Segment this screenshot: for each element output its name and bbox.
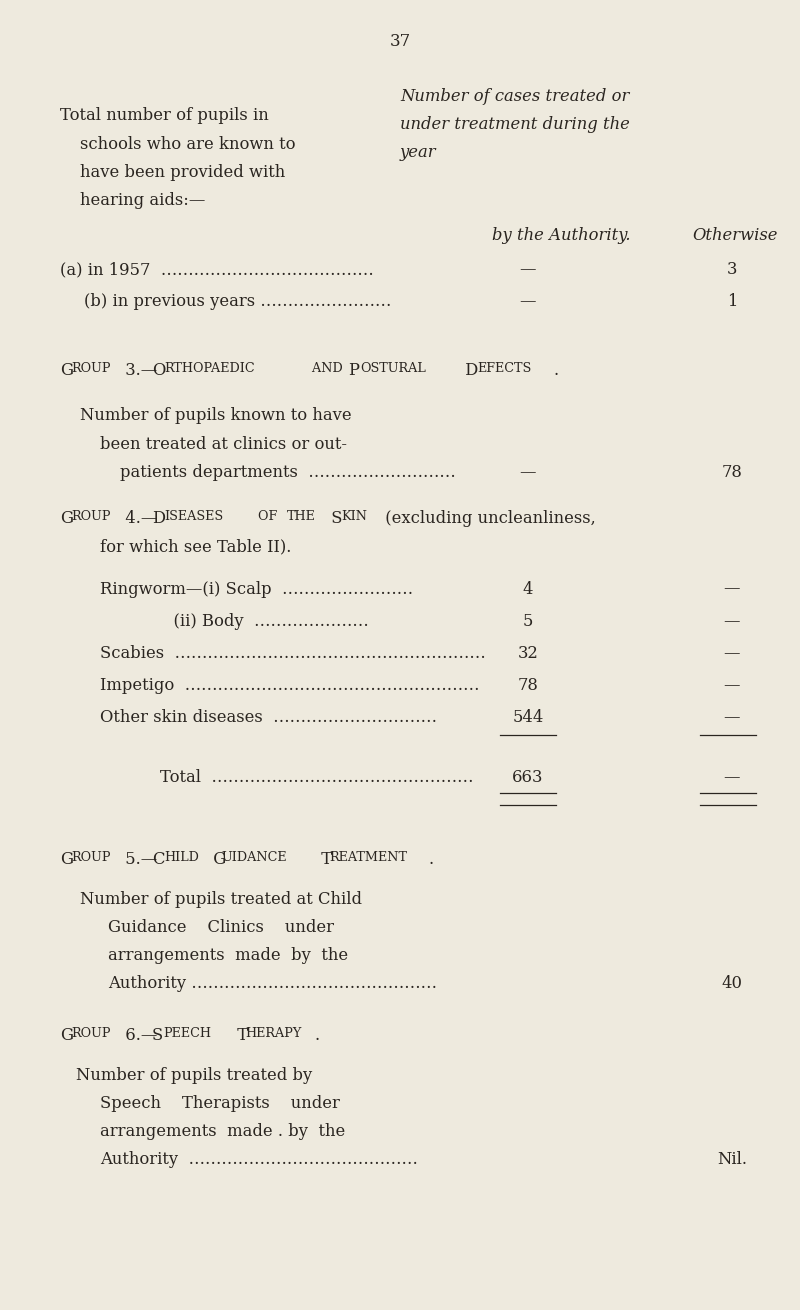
Text: 6.—: 6.— xyxy=(120,1027,158,1044)
Text: O: O xyxy=(152,362,166,379)
Text: 40: 40 xyxy=(722,975,742,992)
Text: ROUP: ROUP xyxy=(71,1027,110,1040)
Text: 3: 3 xyxy=(727,261,737,278)
Text: 663: 663 xyxy=(512,769,544,786)
Text: for which see Table II).: for which see Table II). xyxy=(100,538,291,555)
Text: Number of pupils treated at Child: Number of pupils treated at Child xyxy=(80,891,362,908)
Text: patients departments  ………………………: patients departments ……………………… xyxy=(120,464,456,481)
Text: C: C xyxy=(152,852,165,869)
Text: —: — xyxy=(724,645,740,662)
Text: T: T xyxy=(316,852,332,869)
Text: Nil.: Nil. xyxy=(717,1151,747,1169)
Text: 544: 544 xyxy=(512,709,544,726)
Text: D: D xyxy=(460,362,478,379)
Text: Total number of pupils in: Total number of pupils in xyxy=(60,107,269,124)
Text: S: S xyxy=(326,510,343,527)
Text: Impetigo  ………………………………………………: Impetigo ……………………………………………… xyxy=(100,677,479,694)
Text: hearing aids:—: hearing aids:— xyxy=(80,191,206,208)
Text: P: P xyxy=(348,362,359,379)
Text: Guidance    Clinics    under: Guidance Clinics under xyxy=(108,920,334,935)
Text: Authority  ……………………………………: Authority …………………………………… xyxy=(100,1151,418,1169)
Text: Other skin diseases  …………………………: Other skin diseases ………………………… xyxy=(100,709,437,726)
Text: G: G xyxy=(208,852,226,869)
Text: under treatment during the: under treatment during the xyxy=(400,117,630,132)
Text: Total  …………………………………………: Total ………………………………………… xyxy=(160,769,474,786)
Text: ISEASES: ISEASES xyxy=(165,510,224,523)
Text: —: — xyxy=(520,293,536,310)
Text: Number of pupils known to have: Number of pupils known to have xyxy=(80,407,352,424)
Text: (excluding uncleanliness,: (excluding uncleanliness, xyxy=(380,510,596,527)
Text: —: — xyxy=(724,769,740,786)
Text: —: — xyxy=(724,580,740,597)
Text: .: . xyxy=(314,1027,319,1044)
Text: have been provided with: have been provided with xyxy=(80,164,286,181)
Text: S: S xyxy=(152,1027,163,1044)
Text: 1: 1 xyxy=(727,293,737,310)
Text: KIN: KIN xyxy=(342,510,367,523)
Text: arrangements  made  by  the: arrangements made by the xyxy=(108,947,348,964)
Text: 32: 32 xyxy=(518,645,538,662)
Text: (ii) Body  …………………: (ii) Body ………………… xyxy=(100,613,369,630)
Text: 78: 78 xyxy=(722,464,742,481)
Text: 5: 5 xyxy=(523,613,533,630)
Text: Ringworm—(i) Scalp  ……………………: Ringworm—(i) Scalp …………………… xyxy=(100,580,413,597)
Text: 5.—: 5.— xyxy=(120,852,158,869)
Text: 4.—: 4.— xyxy=(120,510,158,527)
Text: been treated at clinics or out-: been treated at clinics or out- xyxy=(100,435,347,452)
Text: (b) in previous years ……………………: (b) in previous years …………………… xyxy=(84,293,391,310)
Text: ROUP: ROUP xyxy=(71,510,110,523)
Text: Number of pupils treated by: Number of pupils treated by xyxy=(76,1066,312,1083)
Text: —: — xyxy=(724,613,740,630)
Text: G: G xyxy=(60,362,73,379)
Text: D: D xyxy=(152,510,165,527)
Text: THE: THE xyxy=(286,510,315,523)
Text: by the Authority.: by the Authority. xyxy=(492,227,630,244)
Text: .: . xyxy=(428,852,433,869)
Text: HERAPY: HERAPY xyxy=(246,1027,302,1040)
Text: arrangements  made . by  the: arrangements made . by the xyxy=(100,1123,346,1140)
Text: REATMENT: REATMENT xyxy=(330,852,408,865)
Text: year: year xyxy=(400,144,437,161)
Text: 4: 4 xyxy=(522,580,534,597)
Text: —: — xyxy=(724,677,740,694)
Text: schools who are known to: schools who are known to xyxy=(80,135,295,152)
Text: Otherwise: Otherwise xyxy=(692,227,778,244)
Text: Scabies  …………………………………………………: Scabies ………………………………………………… xyxy=(100,645,486,662)
Text: ROUP: ROUP xyxy=(71,852,110,865)
Text: Number of cases treated or: Number of cases treated or xyxy=(400,88,630,105)
Text: Speech    Therapists    under: Speech Therapists under xyxy=(100,1095,340,1112)
Text: UIDANCE: UIDANCE xyxy=(222,852,287,865)
Text: G: G xyxy=(60,852,73,869)
Text: .: . xyxy=(554,362,558,379)
Text: AND: AND xyxy=(308,362,346,375)
Text: —: — xyxy=(520,464,536,481)
Text: OSTURAL: OSTURAL xyxy=(360,362,426,375)
Text: EFECTS: EFECTS xyxy=(478,362,532,375)
Text: G: G xyxy=(60,510,73,527)
Text: G: G xyxy=(60,1027,73,1044)
Text: —: — xyxy=(520,261,536,278)
Text: —: — xyxy=(724,709,740,726)
Text: T: T xyxy=(232,1027,248,1044)
Text: 3.—: 3.— xyxy=(120,362,158,379)
Text: HILD: HILD xyxy=(164,852,199,865)
Text: ROUP: ROUP xyxy=(71,362,110,375)
Text: RTHOPAEDIC: RTHOPAEDIC xyxy=(165,362,255,375)
Text: 37: 37 xyxy=(390,33,410,50)
Text: (a) in 1957  …………………………………: (a) in 1957 ………………………………… xyxy=(60,261,374,278)
Text: 78: 78 xyxy=(518,677,538,694)
Text: Authority ………………………………………: Authority ……………………………………… xyxy=(108,975,437,992)
Text: OF: OF xyxy=(254,510,282,523)
Text: PEECH: PEECH xyxy=(163,1027,211,1040)
